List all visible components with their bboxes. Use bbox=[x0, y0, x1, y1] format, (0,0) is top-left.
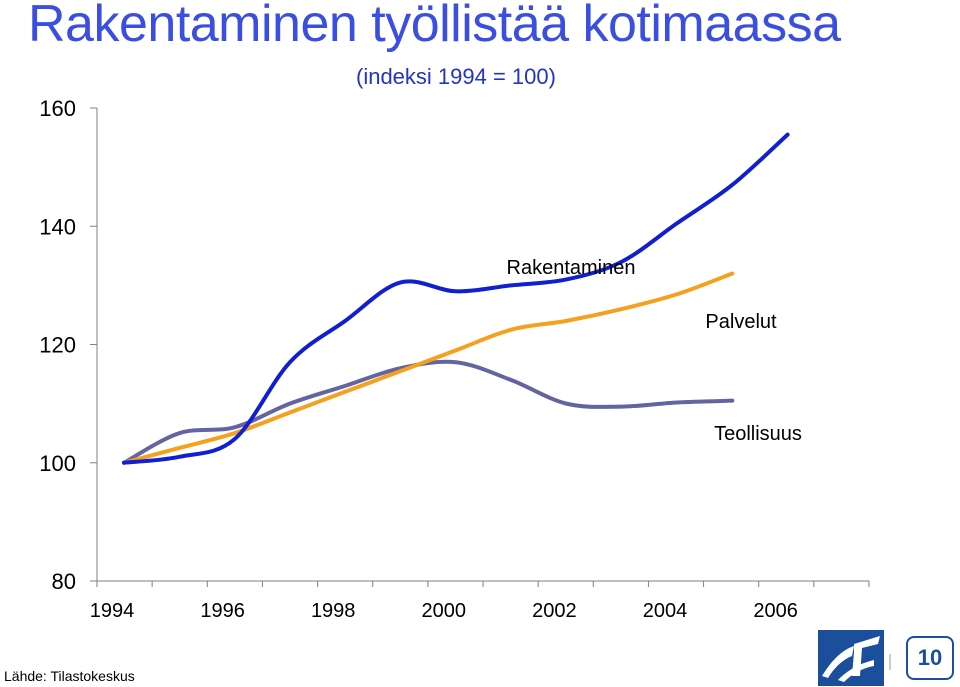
source-note: Lähde: Tilastokeskus bbox=[4, 668, 135, 684]
x-tick-label: 2004 bbox=[643, 600, 688, 622]
series-label-teollisuus: Teollisuus bbox=[714, 423, 802, 445]
series-label-palvelut: Palvelut bbox=[705, 311, 777, 333]
page-number-badge: 10 bbox=[906, 636, 954, 680]
y-tick-label: 160 bbox=[39, 96, 76, 121]
x-tick-label: 1998 bbox=[311, 600, 356, 622]
series-label-rakentaminen: Rakentaminen bbox=[507, 257, 636, 279]
series-line-palvelut bbox=[122, 271, 735, 465]
x-tick-label: 1996 bbox=[200, 600, 245, 622]
y-tick-label: 80 bbox=[52, 569, 76, 594]
x-tick-label: 2002 bbox=[532, 600, 577, 622]
series-line-teollisuus bbox=[122, 359, 735, 465]
chart-subtitle: (indeksi 1994 = 100) bbox=[356, 64, 556, 89]
x-tick-label: 1994 bbox=[90, 600, 135, 622]
x-tick-label: 2000 bbox=[422, 600, 467, 622]
x-tick-label: 2006 bbox=[753, 600, 798, 622]
y-tick-label: 120 bbox=[39, 333, 76, 358]
tilastokeskus-logo-icon bbox=[818, 630, 891, 686]
series-line-rakentaminen bbox=[122, 132, 790, 465]
y-tick-label: 100 bbox=[39, 451, 76, 476]
y-tick-label: 140 bbox=[39, 214, 76, 239]
chart-title: Rakentaminen työllistää kotimaassa bbox=[28, 0, 841, 53]
